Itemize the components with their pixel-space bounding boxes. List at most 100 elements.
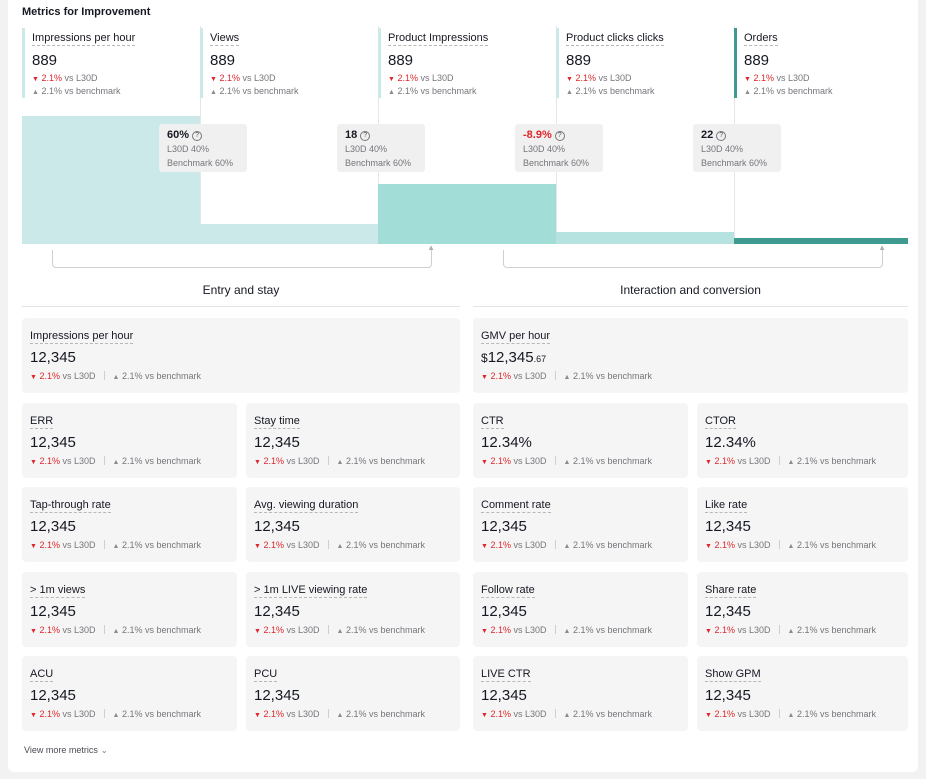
triangle-down-icon: ▼ <box>566 76 573 83</box>
separator <box>327 709 329 718</box>
metric-value: 12,345 <box>481 687 527 704</box>
conversion-l30d: L30D 40% <box>701 144 744 154</box>
triangle-down-icon: ▼ <box>32 76 39 83</box>
triangle-up-icon: ▲ <box>744 89 751 96</box>
metric-card-share-rate[interactable]: Share rate 12,345 ▼ 2.1% vs L30D ▲ 2.1% v… <box>697 572 908 647</box>
triangle-down-icon: ▼ <box>210 76 217 83</box>
funnel-stage-name[interactable]: Product clicks clicks <box>566 32 664 46</box>
triangle-up-icon: ▲ <box>388 89 395 96</box>
metric-name[interactable]: Comment rate <box>481 499 551 513</box>
metric-value-row: 12,345 <box>30 434 229 451</box>
funnel-stage-header: Impressions per hour 889 ▼ 2.1% vs L30D … <box>22 28 192 98</box>
delta-benchmark: ▲ 2.1% vs benchmark <box>388 86 477 96</box>
funnel-stage-name[interactable]: Impressions per hour <box>32 32 136 46</box>
divider <box>473 306 908 307</box>
metric-deltas: ▼ 2.1% vs L30D ▲ 2.1% vs benchmark <box>481 709 653 719</box>
triangle-down-icon: ▼ <box>744 76 751 83</box>
triangle-up-icon: ▲ <box>210 89 217 96</box>
metric-value-row: 12,345 <box>254 603 452 620</box>
funnel-stage-name[interactable]: Product Impressions <box>388 32 489 46</box>
funnel-stage-name[interactable]: Views <box>210 32 240 46</box>
metric-card-pcu[interactable]: PCU 12,345 ▼ 2.1% vs L30D ▲ 2.1% vs bench… <box>246 656 460 731</box>
delta-benchmark: ▲ 2.1% vs benchmark <box>566 86 655 96</box>
metric-name[interactable]: CTOR <box>705 415 736 429</box>
arrow-up-icon: ▲ <box>878 243 886 252</box>
metric-card-impressions-per-hour[interactable]: Impressions per hour 12,345 ▼ 2.1% vs L3… <box>22 318 460 393</box>
help-icon[interactable]: ? <box>716 131 727 141</box>
metric-name[interactable]: Share rate <box>705 584 757 598</box>
delta-benchmark: ▲ 2.1% vs benchmark <box>744 86 833 96</box>
metric-card-ctr[interactable]: CTR 12.34% ▼ 2.1% vs L30D ▲ 2.1% vs bench… <box>473 403 688 478</box>
metric-card-gt1m-live[interactable]: > 1m LIVE viewing rate 12,345 ▼ 2.1% vs … <box>246 572 460 647</box>
conversion-benchmark: Benchmark 60% <box>345 158 412 168</box>
metric-card-gmv-per-hour[interactable]: GMV per hour $12,345.67 ▼ 2.1% vs L30D ▲ … <box>473 318 908 393</box>
separator <box>327 540 329 549</box>
metric-card-acu[interactable]: ACU 12,345 ▼ 2.1% vs L30D ▲ 2.1% vs bench… <box>22 656 237 731</box>
funnel-stage-value: 889 <box>32 52 58 69</box>
triangle-up-icon: ▲ <box>787 628 795 635</box>
view-more-label: View more metrics <box>24 745 98 755</box>
metric-card-live-ctr[interactable]: LIVE CTR 12,345 ▼ 2.1% vs L30D ▲ 2.1% vs … <box>473 656 688 731</box>
entry-bracket: ▲ <box>52 244 435 268</box>
metric-name[interactable]: Like rate <box>705 499 748 513</box>
metric-card-avg-viewing[interactable]: Avg. viewing duration 12,345 ▼ 2.1% vs L… <box>246 487 460 562</box>
funnel-stage-name[interactable]: Orders <box>744 32 778 46</box>
triangle-up-icon: ▲ <box>787 459 795 466</box>
metric-card-stay-time[interactable]: Stay time 12,345 ▼ 2.1% vs L30D ▲ 2.1% vs… <box>246 403 460 478</box>
metric-card-follow-rate[interactable]: Follow rate 12,345 ▼ 2.1% vs L30D ▲ 2.1% … <box>473 572 688 647</box>
help-icon[interactable]: ? <box>360 131 371 141</box>
metric-card-ctor[interactable]: CTOR 12.34% ▼ 2.1% vs L30D ▲ 2.1% vs benc… <box>697 403 908 478</box>
triangle-up-icon: ▲ <box>112 628 120 635</box>
separator <box>554 709 556 718</box>
metric-name[interactable]: > 1m LIVE viewing rate <box>254 584 368 598</box>
funnel-stage-value: 889 <box>388 52 414 69</box>
metric-name[interactable]: > 1m views <box>30 584 86 598</box>
triangle-down-icon: ▼ <box>705 712 712 719</box>
triangle-up-icon: ▲ <box>787 543 795 550</box>
metric-name[interactable]: Tap-through rate <box>30 499 111 513</box>
triangle-up-icon: ▲ <box>336 543 344 550</box>
metric-value-row: 12,345 <box>705 687 900 704</box>
metric-value: 12,345 <box>30 349 76 366</box>
metric-name[interactable]: ACU <box>30 668 54 682</box>
metric-card-tap-through[interactable]: Tap-through rate 12,345 ▼ 2.1% vs L30D ▲ … <box>22 487 237 562</box>
separator <box>554 540 556 549</box>
conversion-pct: -8.9% <box>523 129 552 141</box>
triangle-up-icon: ▲ <box>787 712 795 719</box>
metric-name[interactable]: ERR <box>30 415 54 429</box>
metric-value: 12,345 <box>705 518 751 535</box>
triangle-down-icon: ▼ <box>481 459 488 466</box>
metric-value: 12,345 <box>254 603 300 620</box>
metric-name[interactable]: Show GPM <box>705 668 761 682</box>
triangle-up-icon: ▲ <box>566 89 573 96</box>
metric-card-gt1m-views[interactable]: > 1m views 12,345 ▼ 2.1% vs L30D ▲ 2.1% v… <box>22 572 237 647</box>
metric-name[interactable]: Follow rate <box>481 584 535 598</box>
separator <box>327 456 329 465</box>
help-icon[interactable]: ? <box>554 131 565 141</box>
currency-symbol: $ <box>481 351 488 365</box>
metric-name[interactable]: CTR <box>481 415 504 429</box>
triangle-up-icon: ▲ <box>112 543 120 550</box>
help-icon[interactable]: ? <box>192 131 203 141</box>
metric-value: 12,345 <box>705 687 751 704</box>
metric-name[interactable]: PCU <box>254 668 278 682</box>
triangle-down-icon: ▼ <box>254 628 261 635</box>
metric-name[interactable]: LIVE CTR <box>481 668 531 682</box>
view-more-metrics-link[interactable]: View more metrics ⌄ <box>24 745 108 755</box>
metric-card-comment-rate[interactable]: Comment rate 12,345 ▼ 2.1% vs L30D ▲ 2.1%… <box>473 487 688 562</box>
metric-value-row: 12,345 <box>30 349 452 366</box>
metric-name[interactable]: Impressions per hour <box>30 330 134 344</box>
metric-value: 12,345 <box>254 518 300 535</box>
metric-card-err[interactable]: ERR 12,345 ▼ 2.1% vs L30D ▲ 2.1% vs bench… <box>22 403 237 478</box>
metric-name[interactable]: Stay time <box>254 415 300 429</box>
triangle-up-icon: ▲ <box>563 628 571 635</box>
group-title-interaction: Interaction and conversion <box>620 283 761 297</box>
conversion-l30d: L30D 40% <box>523 144 566 154</box>
arrow-up-icon: ▲ <box>427 243 435 252</box>
metric-card-show-gpm[interactable]: Show GPM 12,345 ▼ 2.1% vs L30D ▲ 2.1% vs … <box>697 656 908 731</box>
metric-card-like-rate[interactable]: Like rate 12,345 ▼ 2.1% vs L30D ▲ 2.1% vs… <box>697 487 908 562</box>
metric-name[interactable]: GMV per hour <box>481 330 551 344</box>
metric-name[interactable]: Avg. viewing duration <box>254 499 359 513</box>
metric-deltas: ▼ 2.1% vs L30D ▲ 2.1% vs benchmark <box>705 625 877 635</box>
conversion-pct: 18 <box>345 129 358 141</box>
